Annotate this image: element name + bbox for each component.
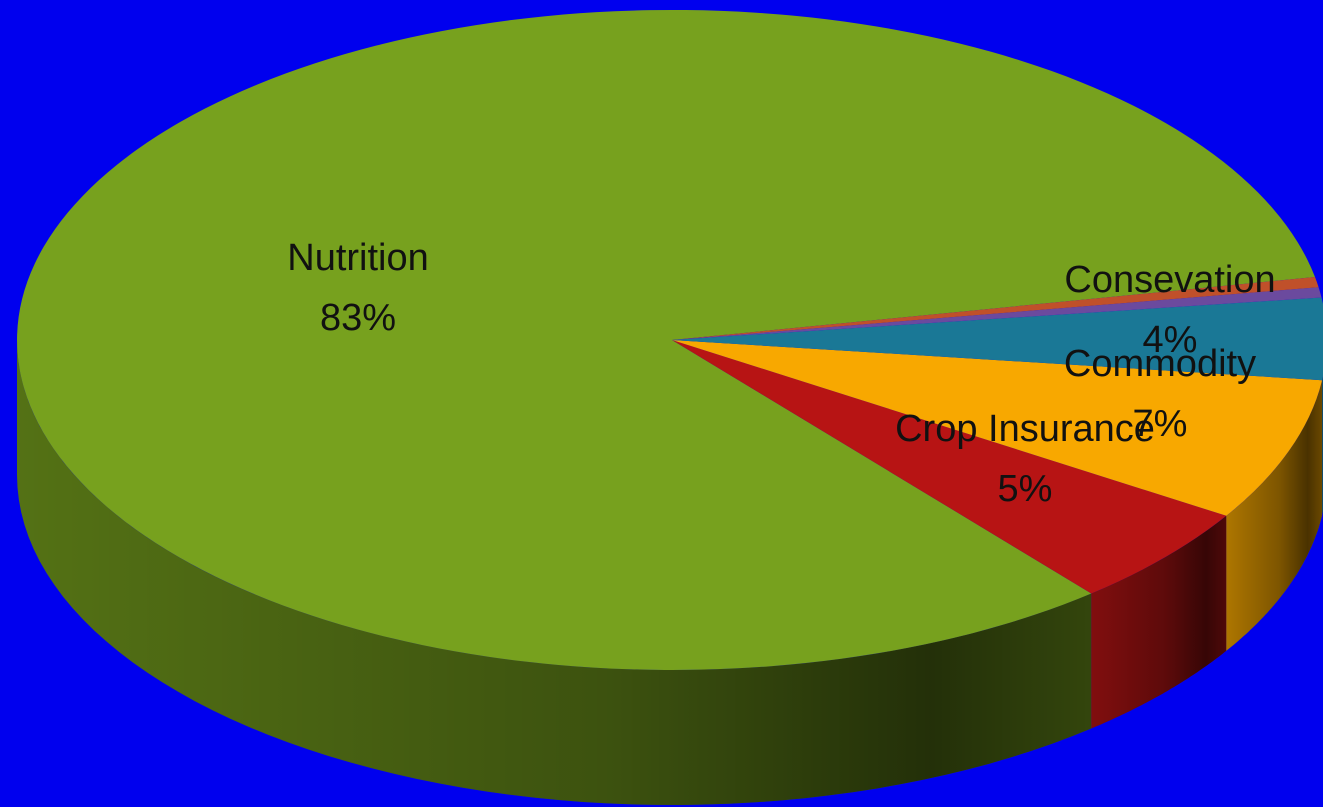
- slice-label-nutrition: Nutrition: [287, 237, 429, 279]
- slice-value-consevation: 4%: [1143, 319, 1198, 361]
- slice-label-consevation: Consevation: [1064, 259, 1275, 301]
- slice-value-crop-insurance: 5%: [998, 468, 1053, 510]
- slice-label-crop-insurance: Crop Insurance: [895, 408, 1155, 450]
- pie-slice-nutrition: [17, 9, 1316, 670]
- slice-value-commodity: 7%: [1133, 403, 1188, 445]
- pie-slice-crop-insurance: [672, 340, 1227, 594]
- pie-labels: Nutrition 83% Crop Insurance 5% Commodity 7% C…: [287, 237, 1275, 510]
- slice-value-nutrition: 83%: [320, 297, 396, 339]
- pie-slice-other: [672, 277, 1319, 340]
- pie-side-shading: [1091, 515, 1227, 729]
- pie-slice-consevation: [672, 297, 1323, 381]
- pie-tops: [17, 9, 1323, 670]
- pie-slice-other: [672, 287, 1322, 340]
- pie-slice-commodity: [672, 340, 1323, 516]
- slice-label-commodity: Commodity: [1064, 343, 1256, 385]
- pie-side-shading: [1226, 380, 1323, 651]
- pie-sides: [17, 340, 1323, 805]
- pie-side-shading: [17, 340, 1092, 805]
